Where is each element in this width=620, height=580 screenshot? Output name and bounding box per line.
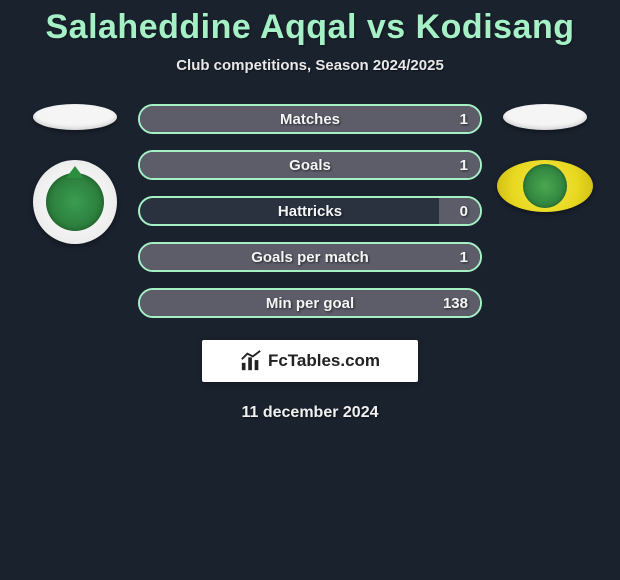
stat-right-value: 1 (460, 111, 468, 128)
left-club-inner (46, 173, 104, 231)
stat-right-value: 0 (460, 203, 468, 220)
stat-label: Min per goal (140, 295, 480, 312)
stat-bar: Matches1 (138, 104, 482, 134)
main-row: Matches1Goals1Hattricks0Goals per match1… (0, 104, 620, 318)
right-club-inner (523, 164, 567, 208)
right-flag-icon (503, 104, 587, 130)
left-player-col (30, 104, 120, 244)
brand-text: FcTables.com (268, 351, 380, 371)
page-subtitle: Club competitions, Season 2024/2025 (0, 57, 620, 74)
stat-bar: Goals1 (138, 150, 482, 180)
stat-label: Goals per match (140, 249, 480, 266)
chart-icon (240, 350, 262, 372)
stat-bar: Goals per match1 (138, 242, 482, 272)
stat-bar: Min per goal138 (138, 288, 482, 318)
page-title: Salaheddine Aqqal vs Kodisang (0, 8, 620, 47)
stat-right-value: 1 (460, 249, 468, 266)
stat-bar: Hattricks0 (138, 196, 482, 226)
stat-right-value: 138 (443, 295, 468, 312)
stat-label: Matches (140, 111, 480, 128)
infographic-root: Salaheddine Aqqal vs Kodisang Club compe… (0, 0, 620, 580)
stat-label: Hattricks (140, 203, 480, 220)
stat-label: Goals (140, 157, 480, 174)
brand-bar: FcTables.com (202, 340, 418, 382)
left-club-badge (33, 160, 117, 244)
right-club-badge (497, 160, 593, 212)
left-flag-icon (33, 104, 117, 130)
right-player-col (500, 104, 590, 212)
footer-date: 11 december 2024 (0, 404, 620, 422)
stats-column: Matches1Goals1Hattricks0Goals per match1… (138, 104, 482, 318)
stat-right-value: 1 (460, 157, 468, 174)
